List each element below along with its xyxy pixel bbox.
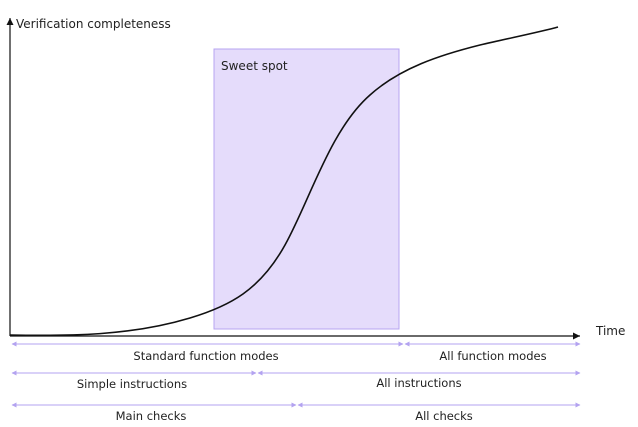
x-axis-label: Time (595, 324, 625, 338)
label-simple-instructions: Simple instructions (77, 377, 187, 391)
completeness-curve (9, 26, 559, 337)
sweet-spot-region (213, 48, 400, 330)
y-axis-label: Verification completeness (16, 17, 171, 31)
label-all-checks: All checks (415, 409, 473, 423)
label-all-function-modes: All function modes (439, 349, 546, 363)
label-standard-function-modes: Standard function modes (133, 349, 278, 363)
label-all-instructions: All instructions (376, 376, 461, 390)
sweet-spot-label: Sweet spot (221, 59, 288, 73)
label-main-checks: Main checks (116, 409, 187, 423)
